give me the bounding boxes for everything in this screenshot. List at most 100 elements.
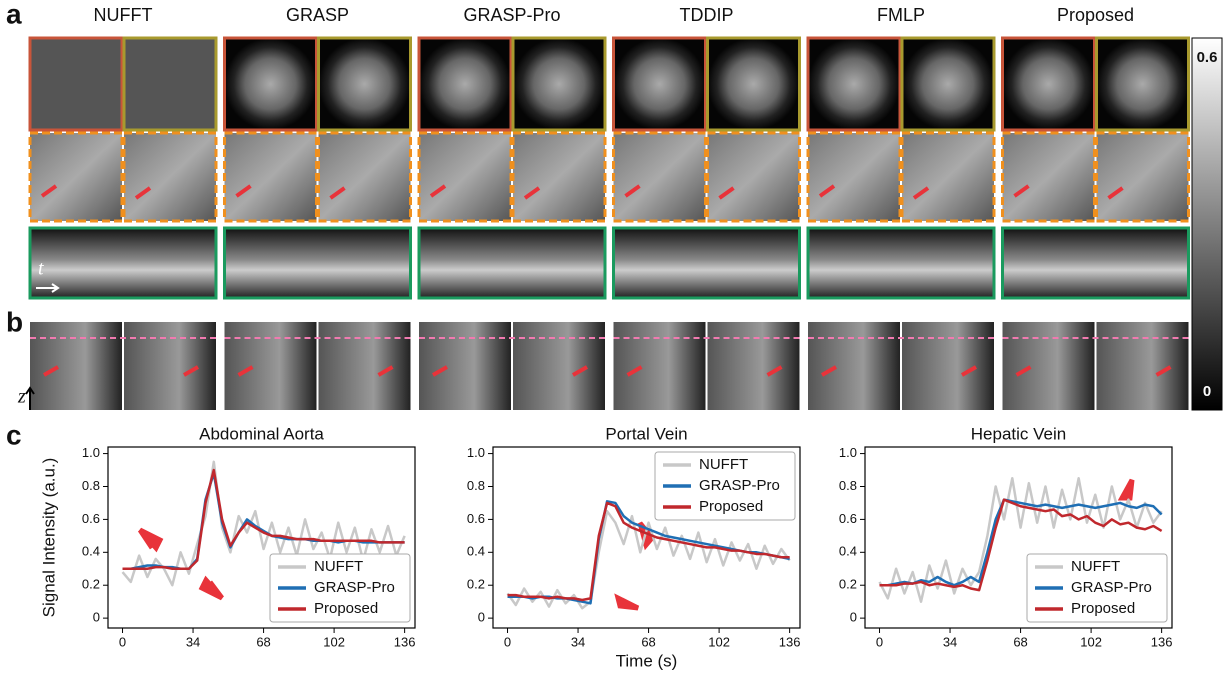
method-label: FMLP: [877, 5, 925, 25]
y-tick-label: 0.2: [467, 577, 485, 592]
arrow: [40, 184, 58, 198]
series-line: [879, 498, 1163, 592]
arrow: [626, 365, 643, 377]
coronal-image: [224, 322, 317, 410]
arrow: [377, 365, 394, 377]
x-tick-label: 0: [876, 634, 883, 649]
chart-title: Hepatic Vein: [971, 424, 1066, 443]
zoom-image: [28, 131, 124, 223]
mri-image: [1095, 36, 1190, 132]
x-axis-label: Time (s): [616, 651, 678, 670]
kt-image: [417, 226, 607, 300]
mri-image: [417, 36, 513, 132]
arrow: [43, 365, 59, 377]
legend-box: [654, 451, 796, 521]
legend-label: NUFFT: [1071, 558, 1120, 575]
method-label: TDDIP: [680, 5, 734, 25]
zoom-image: [122, 131, 218, 223]
arrow: [329, 186, 346, 200]
arrow: [237, 365, 254, 377]
y-tick-label: 0.2: [839, 577, 857, 592]
y-tick-label: 0.8: [467, 478, 485, 493]
arrow: [432, 365, 448, 377]
mri-image: [806, 36, 902, 132]
arrow: [1155, 365, 1172, 377]
chart-title: Portal Vein: [605, 424, 687, 443]
chart-title: Abdominal Aorta: [199, 424, 324, 443]
time-letter: t: [38, 258, 44, 280]
y-tick-label: 0.8: [839, 478, 857, 493]
arrow: [235, 184, 252, 198]
zoom-image: [612, 131, 707, 223]
colorbar: [1191, 37, 1223, 411]
legend-label: GRASP-Pro: [1071, 579, 1152, 596]
mri-image: [1001, 36, 1096, 132]
arrow: [1013, 184, 1030, 198]
method-label: GRASP: [286, 5, 349, 25]
depth-letter: z: [17, 386, 26, 408]
legend-label: GRASP-Pro: [699, 477, 780, 494]
kt-image: [28, 226, 218, 300]
zoom-image: [317, 131, 412, 223]
y-tick-label: 0: [850, 610, 857, 625]
x-tick-label: 102: [708, 634, 730, 649]
y-axis-label: Signal Intensity (a.u.): [39, 458, 58, 618]
y-tick-label: 1.0: [82, 445, 100, 460]
method-label: Proposed: [1057, 5, 1134, 25]
kt-image: [612, 226, 801, 300]
method-label: NUFFT: [94, 5, 153, 25]
zoom-image: [806, 131, 902, 223]
plot-frame: [864, 446, 1173, 629]
y-tick-label: 1.0: [839, 445, 857, 460]
legend-box: [269, 553, 411, 623]
coronal-image: [808, 322, 900, 410]
x-tick-label: 136: [1151, 634, 1173, 649]
arrow: [818, 184, 836, 198]
zoom-image: [1095, 131, 1190, 223]
arrow: [134, 186, 152, 200]
legend-label: Proposed: [699, 498, 763, 515]
series-line: [879, 498, 1163, 587]
kt-image: [1001, 226, 1190, 300]
x-tick-label: 0: [504, 634, 511, 649]
mri-image: [223, 36, 318, 132]
y-tick-label: 0.6: [839, 511, 857, 526]
x-tick-label: 34: [571, 634, 585, 649]
arrow: [572, 365, 588, 377]
arrow: [718, 186, 735, 200]
image-grid: [28, 36, 1190, 410]
plot-frame: [492, 446, 801, 629]
mri-image: [122, 36, 218, 132]
y-tick-label: 1.0: [467, 445, 485, 460]
panel-letter: c: [6, 419, 22, 450]
series-line: [506, 509, 791, 610]
y-tick-label: 0.4: [839, 544, 857, 559]
legend-label: Proposed: [314, 600, 378, 617]
zoom-image: [900, 131, 996, 223]
coronal-image: [30, 322, 122, 410]
mri-image: [28, 36, 124, 132]
time-arrow: [36, 283, 60, 293]
legend-label: NUFFT: [314, 558, 363, 575]
depth-arrow: [25, 386, 35, 410]
series-line: [122, 468, 405, 571]
x-tick-label: 102: [323, 634, 345, 649]
y-tick-label: 0: [93, 610, 100, 625]
y-tick-label: 0.8: [82, 478, 100, 493]
coronal-image: [902, 322, 994, 410]
x-tick-label: 68: [641, 634, 655, 649]
mri-image: [317, 36, 412, 132]
arrow: [821, 365, 837, 377]
y-tick-label: 0.4: [467, 544, 485, 559]
plot-frame: [107, 446, 416, 629]
coronal-image: [318, 322, 411, 410]
x-tick-label: 68: [1013, 634, 1027, 649]
kt-image: [223, 226, 412, 300]
y-tick-label: 0.2: [82, 577, 100, 592]
x-tick-label: 0: [119, 634, 126, 649]
arrow: [961, 365, 977, 377]
kt-image: [806, 226, 996, 300]
legend-box: [1026, 553, 1168, 623]
